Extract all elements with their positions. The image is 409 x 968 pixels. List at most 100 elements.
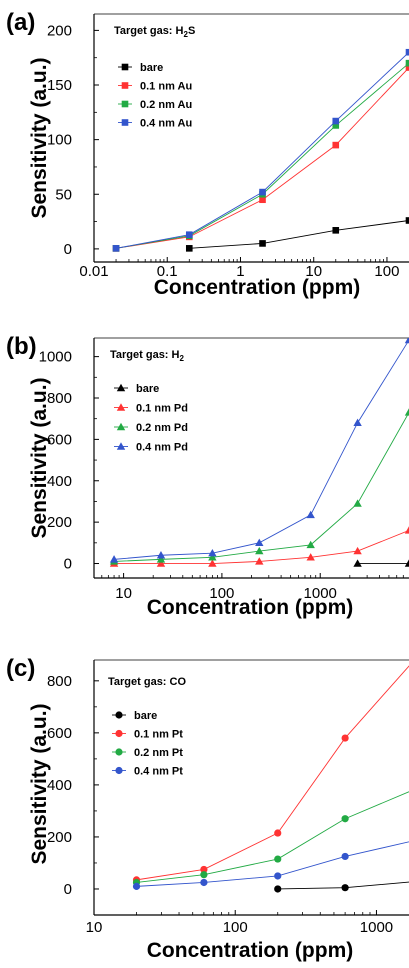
y-tick-label: 800: [47, 673, 72, 690]
legend-marker: [121, 63, 129, 71]
series-line: [136, 841, 409, 887]
y-tick-label: 0: [64, 241, 72, 258]
data-point: [208, 548, 217, 557]
data-point: [353, 559, 362, 567]
legend-item: 0.4 nm Pt: [112, 766, 183, 778]
data-point: [332, 122, 340, 129]
data-point: [404, 408, 409, 416]
data-point: [332, 227, 340, 234]
y-tick-label: 400: [47, 777, 72, 794]
legend-item: bare: [112, 710, 157, 722]
data-point: [306, 510, 315, 519]
data-point: [156, 555, 166, 563]
y-tick-label: 150: [47, 77, 72, 94]
y-tick-label: 600: [47, 725, 72, 742]
x-tick-label: 100: [223, 919, 248, 936]
y-tick-label: 800: [47, 390, 72, 407]
data-point: [274, 829, 282, 837]
series-line: [114, 529, 409, 564]
x-tick-label: 100: [374, 263, 399, 280]
y-axis-title: Sensitivity (a.u.): [28, 377, 51, 538]
legend-title: Target gas: H2: [110, 349, 184, 363]
data-point: [259, 188, 266, 196]
plot-area: [112, 48, 409, 252]
panel-label: (a): [6, 9, 35, 36]
y-tick-label: 400: [47, 473, 72, 490]
data-point: [341, 852, 349, 861]
legend-item: 0.2 nm Pt: [112, 747, 183, 759]
panel-label: (c): [6, 655, 35, 682]
legend-item: 0.4 nm Pd: [114, 442, 188, 454]
data-point: [200, 871, 208, 879]
y-axis-title: Sensitivity (a.u.): [28, 703, 51, 864]
y-tick-label: 100: [47, 132, 72, 149]
chart-panel: 0 200 400 600 800 1000 10 100 1000 Target gas: H2…: [6, 333, 409, 619]
legend-marker: [121, 82, 129, 89]
x-tick-label: 100: [209, 585, 234, 602]
data-point: [112, 245, 120, 252]
x-axis-title: Concentration (ppm): [147, 939, 353, 962]
x-tick-label: 10: [305, 263, 322, 280]
series-line: [136, 791, 409, 883]
series-line: [189, 220, 409, 249]
x-tick-label: 0.01: [79, 263, 108, 280]
x-axis-title: Concentration (ppm): [147, 596, 353, 619]
x-axis-title: Concentration (ppm): [154, 276, 360, 299]
data-point: [200, 878, 208, 887]
legend-label: 0.4 nm Pt: [134, 766, 183, 778]
data-point: [332, 141, 340, 149]
y-tick-label: 1000: [39, 349, 72, 366]
legend-label: bare: [140, 62, 163, 74]
data-point: [341, 884, 349, 892]
x-tick-label: 1000: [360, 919, 393, 936]
data-point: [404, 526, 409, 534]
data-point: [255, 557, 264, 565]
legend-label: 0.1 nm Pd: [136, 403, 188, 415]
y-tick-label: 200: [47, 514, 72, 531]
data-point: [259, 196, 266, 204]
legend-item: 0.1 nm Pt: [112, 729, 183, 741]
data-point: [274, 872, 282, 880]
data-point: [255, 538, 264, 547]
legend-title: Target gas: CO: [108, 676, 186, 688]
series-line: [115, 67, 409, 249]
data-point: [200, 865, 208, 874]
data-point: [405, 59, 409, 67]
legend-item: bare: [114, 383, 159, 395]
data-point: [353, 418, 362, 427]
data-point: [132, 882, 141, 890]
y-tick-label: 50: [55, 186, 72, 203]
legend-marker: [115, 729, 123, 738]
y-tick-label: 0: [64, 556, 72, 573]
data-point: [404, 338, 409, 344]
x-tick-label: 1000: [304, 585, 337, 602]
legend-item: 0.2 nm Pd: [114, 422, 188, 434]
legend-marker: [115, 748, 123, 756]
x-tick-label: 1: [236, 263, 244, 280]
data-point: [156, 559, 166, 567]
plot-area: [109, 338, 409, 567]
legend-item: bare: [118, 62, 163, 74]
legend-item: 0.4 nm Au: [118, 118, 192, 130]
data-point: [255, 546, 264, 555]
data-point: [156, 551, 166, 559]
legend-label: 0.1 nm Au: [140, 81, 192, 93]
data-point: [341, 734, 349, 742]
legend-label: 0.2 nm Pd: [136, 422, 188, 434]
y-axis-title: Sensitivity (a.u.): [28, 57, 51, 218]
legend-marker: [116, 442, 126, 450]
data-point: [405, 48, 409, 56]
data-point: [208, 553, 217, 561]
data-point: [405, 217, 409, 224]
legend-item: 0.1 nm Pd: [114, 403, 188, 415]
legend-title: Target gas: H2S: [114, 25, 195, 39]
legend-item: 0.1 nm Au: [118, 81, 192, 93]
data-point: [306, 540, 315, 549]
series-line: [114, 412, 409, 562]
legend-marker: [116, 403, 126, 411]
legend-label: bare: [134, 710, 157, 722]
legend-marker: [121, 100, 129, 108]
x-tick-label: 10: [115, 585, 132, 602]
y-tick-label: 200: [47, 829, 72, 846]
